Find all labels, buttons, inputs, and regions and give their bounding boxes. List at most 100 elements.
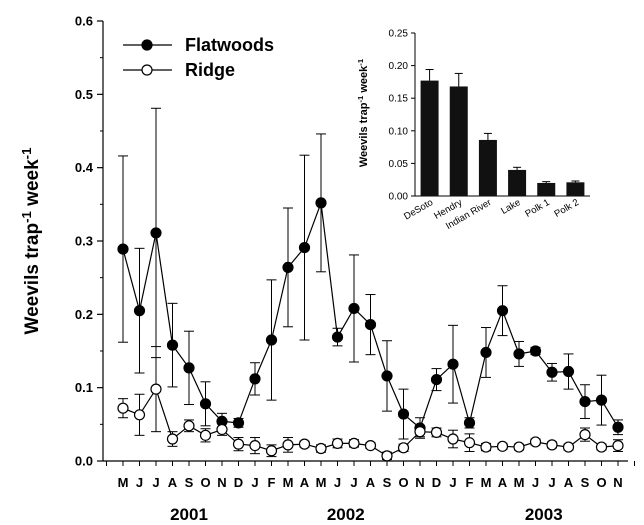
month-label: S: [383, 475, 392, 490]
y-tick-label: 0.4: [75, 160, 94, 175]
data-point: [166, 339, 179, 351]
data-point: [282, 261, 294, 273]
inset-y-axis-title-part-1: Weevils trap: [358, 102, 370, 167]
month-label: M: [283, 475, 294, 490]
data-point: [133, 305, 146, 317]
data-point: [463, 417, 476, 429]
month-label: F: [268, 475, 276, 490]
year-label: 2002: [327, 505, 365, 524]
data-point: [232, 417, 245, 429]
data-point: [183, 420, 195, 432]
inset-y-tick-label: 0.00: [389, 192, 409, 203]
y-tick-label: 0.1: [75, 380, 93, 395]
data-point: [348, 302, 360, 315]
inset-y-axis-title: Weevils trap-1 week-1: [356, 58, 371, 167]
data-point: [133, 409, 146, 421]
inset-category-label: Lake: [499, 197, 522, 217]
inset-y-tick-label: 0.20: [389, 61, 409, 72]
data-point: [199, 398, 212, 410]
data-point: [183, 362, 195, 374]
data-point: [331, 331, 344, 343]
data-point: [546, 366, 558, 378]
y-axis-title-part-1: Weevils trap: [22, 223, 43, 335]
inset-y-axis-title-part-3: week: [358, 65, 370, 96]
data-point: [513, 348, 525, 360]
month-label: S: [185, 475, 194, 490]
data-point: [562, 441, 575, 453]
inset-category-label: Polk 2: [553, 197, 581, 220]
data-point: [463, 437, 476, 449]
data-point: [529, 345, 542, 357]
data-point: [298, 242, 311, 254]
inset-y-tick-label: 0.15: [389, 94, 409, 105]
data-point: [612, 421, 624, 433]
month-label: N: [613, 475, 622, 490]
data-point: [249, 373, 261, 385]
inset-category-label: Polk 1: [523, 197, 551, 220]
data-point: [612, 440, 624, 452]
month-label: J: [251, 475, 258, 490]
month-label: F: [466, 475, 474, 490]
data-point: [364, 440, 377, 452]
data-point: [546, 439, 558, 451]
inset-bar: [508, 169, 527, 196]
data-point: [414, 426, 426, 438]
inset-y-axis-title-part-4: -1: [356, 58, 365, 66]
inset-bar: [420, 80, 439, 196]
month-label: N: [415, 475, 424, 490]
inset-y-tick-label: 0.25: [389, 29, 409, 40]
month-label: J: [334, 475, 341, 490]
data-point: [315, 442, 327, 455]
data-point: [282, 439, 294, 451]
data-point: [513, 441, 525, 453]
y-axis-title-part-2: -1: [19, 210, 34, 222]
year-label: 2003: [525, 505, 563, 524]
data-point: [562, 365, 575, 378]
data-point: [315, 197, 327, 209]
inset-bar-chart: 0.00 0.05 0.10 0.15 0.20 0.25 Weevils trap -1 w…: [356, 29, 590, 232]
inset-y-tick-label: 0.05: [389, 159, 409, 170]
y-axis-title: Weevils trap-1 week-1: [19, 147, 44, 335]
data-point: [397, 442, 410, 454]
data-point: [397, 408, 410, 420]
data-point: [265, 334, 278, 346]
inset-bar: [478, 139, 497, 196]
data-point: [348, 437, 360, 449]
data-point: [496, 440, 509, 452]
month-label: J: [532, 475, 539, 490]
data-point: [117, 243, 129, 255]
data-point: [447, 358, 459, 370]
data-point: [331, 437, 344, 449]
y-tick-label: 0.2: [75, 307, 93, 322]
data-point: [430, 426, 443, 438]
month-label: M: [514, 475, 525, 490]
data-point: [480, 346, 492, 359]
data-point: [150, 383, 162, 395]
month-label: A: [168, 475, 178, 490]
month-label: N: [217, 475, 226, 490]
data-point: [529, 436, 542, 448]
y-tick-label: 0.6: [75, 14, 93, 29]
legend-marker: [141, 39, 153, 51]
inset-y-tick-label: 0.10: [389, 126, 409, 137]
data-point: [364, 319, 377, 331]
data-point: [298, 438, 311, 450]
data-point: [430, 374, 443, 386]
month-label: A: [498, 475, 508, 490]
series-ridge: [117, 346, 624, 462]
month-label: A: [300, 475, 310, 490]
month-label: J: [548, 475, 555, 490]
month-label: A: [366, 475, 376, 490]
year-label: 2001: [170, 505, 208, 524]
data-point: [150, 227, 162, 239]
data-point: [579, 429, 591, 441]
month-label: J: [136, 475, 143, 490]
data-point: [496, 305, 509, 317]
month-label: D: [432, 475, 441, 490]
inset-bar: [566, 182, 585, 196]
month-label: J: [152, 475, 159, 490]
y-tick-label: 0.3: [75, 234, 93, 249]
month-label: O: [398, 475, 408, 490]
legend-marker: [141, 64, 153, 76]
